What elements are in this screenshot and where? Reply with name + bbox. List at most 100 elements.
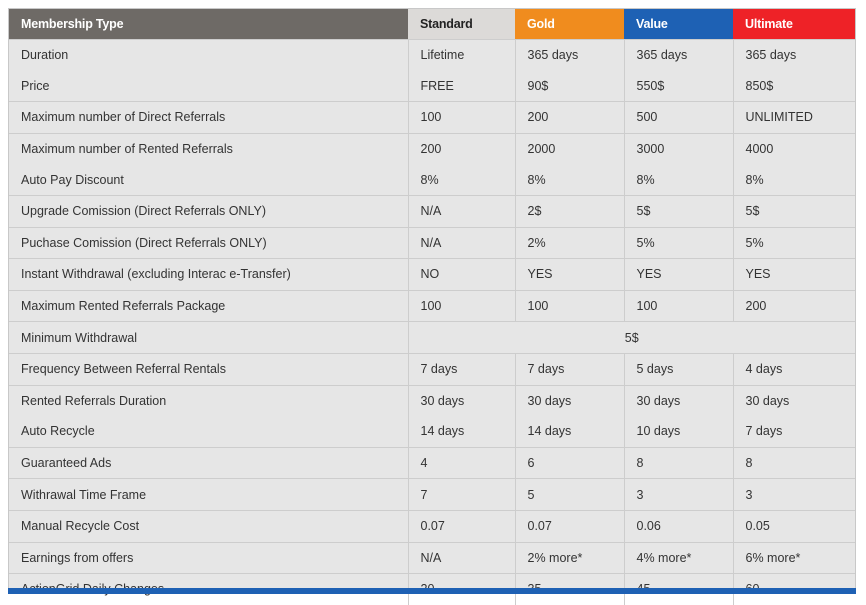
value-cell: 3 xyxy=(623,478,733,511)
row-label: Guaranteed Ads xyxy=(9,446,408,479)
value-cell: 14 days xyxy=(514,416,624,448)
table-row: Maximum Rented Referrals Package 100 100 10… xyxy=(9,289,855,322)
value-cell: 0.06 xyxy=(623,509,733,542)
header-plan-standard: Standard xyxy=(408,9,515,40)
value-cell: N/A xyxy=(407,541,515,574)
value-cell: 14 days xyxy=(407,416,515,448)
header-row: Membership Type Standard Gold Value Ulti… xyxy=(9,9,855,40)
table-row: Frequency Between Referral Rentals 7 days… xyxy=(9,352,855,386)
bottom-accent-bar xyxy=(8,588,856,594)
value-cell: 5 xyxy=(514,478,624,511)
value-cell: 100 xyxy=(407,101,515,134)
value-cell: 4 xyxy=(407,446,515,479)
merged-value-cell: 5$ xyxy=(407,321,855,354)
row-label: Minimum Withdrawal xyxy=(9,321,408,354)
value-cell: 90$ xyxy=(514,70,624,102)
value-cell: 200 xyxy=(732,289,855,322)
value-cell: 365 days xyxy=(623,38,733,71)
table-row: Withrawal Time Frame 7 5 3 3 xyxy=(9,478,855,511)
row-label: Manual Recycle Cost xyxy=(9,509,408,542)
value-cell: 7 xyxy=(407,478,515,511)
row-label: Maximum number of Rented Referrals xyxy=(9,132,408,165)
membership-comparison-table: Membership Type Standard Gold Value Ulti… xyxy=(9,9,855,605)
value-cell: 7 days xyxy=(407,352,515,386)
value-cell: YES xyxy=(732,258,855,291)
value-cell: YES xyxy=(623,258,733,291)
value-cell: N/A xyxy=(407,226,515,259)
value-cell: 8% xyxy=(514,164,624,196)
row-label: Upgrade Comission (Direct Referrals ONLY… xyxy=(9,194,408,228)
value-cell: 5$ xyxy=(623,194,733,228)
value-cell: N/A xyxy=(407,194,515,228)
table-row: Instant Withdrawal (excluding Interac e-… xyxy=(9,258,855,291)
value-cell: 3 xyxy=(732,478,855,511)
row-label: Withrawal Time Frame xyxy=(9,478,408,511)
row-label: Auto Pay Discount xyxy=(21,172,124,187)
value-cell: 30 days xyxy=(514,384,624,417)
value-cell: 8% xyxy=(407,164,515,196)
value-cell: 5% xyxy=(732,226,855,259)
value-cell: 5$ xyxy=(732,194,855,228)
table-row: Minimum Withdrawal 5$ xyxy=(9,321,855,354)
table-row: Maximum number of Direct Referrals 100 200… xyxy=(9,101,855,134)
value-cell: 5 days xyxy=(623,352,733,386)
value-cell: 8% xyxy=(623,164,733,196)
table-row: Duration Lifetime 365 days 365 days 365 days xyxy=(9,38,855,71)
row-label: Frequency Between Referral Rentals xyxy=(9,352,408,386)
value-cell: 100 xyxy=(407,289,515,322)
value-cell: 850$ xyxy=(732,70,855,102)
value-cell: 7 days xyxy=(514,352,624,386)
table-row: Maximum number of Rented Referrals 200 200… xyxy=(9,132,855,165)
row-label: Maximum number of Direct Referrals xyxy=(9,101,408,134)
value-cell: 7 days xyxy=(732,416,855,448)
value-cell: 6 xyxy=(514,446,624,479)
value-cell: UNLIMITED xyxy=(732,101,855,134)
row-label: Instant Withdrawal (excluding Interac e-… xyxy=(9,258,408,291)
header-plan-value: Value xyxy=(624,9,733,40)
table-row: Guaranteed Ads 4 6 8 8 xyxy=(9,446,855,479)
value-cell: 8 xyxy=(732,446,855,479)
membership-comparison-table-container: Membership Type Standard Gold Value Ulti… xyxy=(8,8,856,605)
value-cell: 8 xyxy=(623,446,733,479)
value-cell: Lifetime xyxy=(407,38,515,71)
value-cell: 2000 xyxy=(514,132,624,165)
table-body: Duration Lifetime 365 days 365 days 365 days… xyxy=(9,38,855,605)
value-cell: 0.07 xyxy=(514,509,624,542)
table-row: Upgrade Comission (Direct Referrals ONLY… xyxy=(9,194,855,228)
value-cell: 365 days xyxy=(514,38,624,71)
table-row: Rented Referrals Duration 30 days 30 days 3… xyxy=(9,384,855,417)
table-row: Earnings from offers N/A 2% more* 4% more* 6… xyxy=(9,541,855,574)
value-cell: 200 xyxy=(514,101,624,134)
value-cell: 10 days xyxy=(623,416,733,448)
header-membership-type: Membership Type xyxy=(9,9,408,40)
table-row: Auto Recycle 14 days 14 days 10 days 7 days xyxy=(9,416,855,448)
value-cell: 200 xyxy=(407,132,515,165)
value-cell: 5% xyxy=(623,226,733,259)
table-row: Auto Pay Discount 8% 8% 8% 8% xyxy=(9,164,855,196)
table-header: Membership Type Standard Gold Value Ulti… xyxy=(9,9,855,40)
row-label: Earnings from offers xyxy=(9,541,408,574)
value-cell: 4% more* xyxy=(623,541,733,574)
header-plan-gold: Gold xyxy=(515,9,624,40)
value-cell: 2$ xyxy=(514,194,624,228)
table-row: Price FREE 90$ 550$ 850$ xyxy=(9,70,855,102)
table-row: Puchase Comission (Direct Referrals ONLY… xyxy=(9,226,855,259)
value-cell: 550$ xyxy=(623,70,733,102)
value-cell: 0.07 xyxy=(407,509,515,542)
value-cell: 6% more* xyxy=(732,541,855,574)
value-cell: FREE xyxy=(407,70,515,102)
value-cell: 2% xyxy=(514,226,624,259)
row-label: Maximum Rented Referrals Package xyxy=(9,289,408,322)
value-cell: 4000 xyxy=(732,132,855,165)
value-cell: YES xyxy=(514,258,624,291)
row-label: Puchase Comission (Direct Referrals ONLY… xyxy=(9,226,408,259)
value-cell: 30 days xyxy=(407,384,515,417)
value-cell: 4 days xyxy=(732,352,855,386)
value-cell: 100 xyxy=(623,289,733,322)
row-label: Rented Referrals Duration xyxy=(9,384,408,417)
row-label: Auto Recycle xyxy=(21,424,95,439)
header-plan-ultimate: Ultimate xyxy=(733,9,855,40)
value-cell: 30 days xyxy=(623,384,733,417)
row-label: Duration xyxy=(9,38,408,71)
row-label: Price xyxy=(21,78,50,93)
